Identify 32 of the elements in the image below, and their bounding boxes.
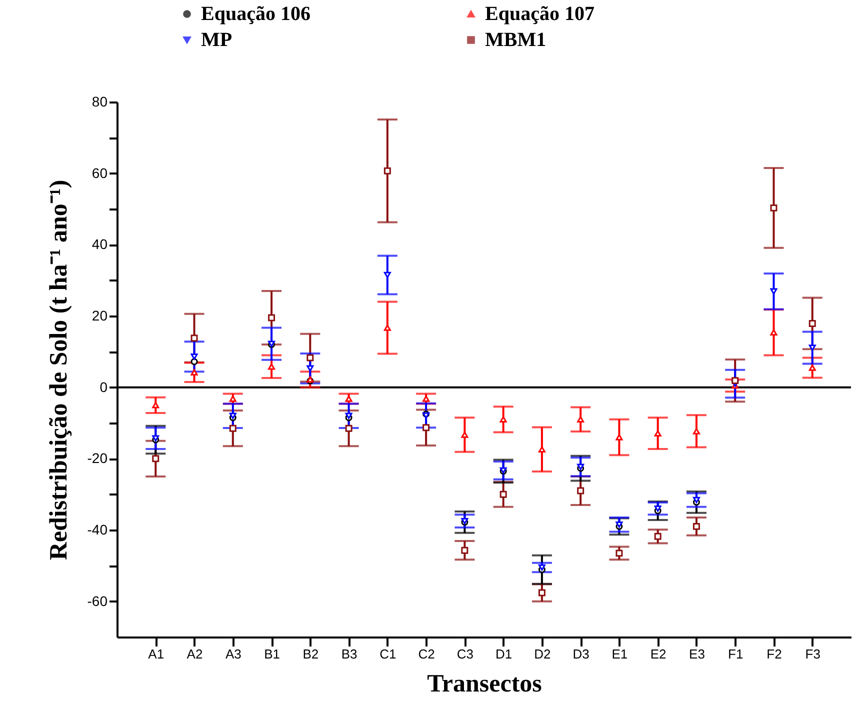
x-tick-label: D1 <box>496 646 512 662</box>
x-tick-label: C3 <box>456 646 474 662</box>
y-tick-label: -40 <box>87 522 108 538</box>
x-tick-label: B1 <box>264 646 280 662</box>
x-tick-label: C2 <box>418 646 435 662</box>
y-axis-title: Redistribuição de Solo (t ha⁻¹ ano⁻¹) <box>45 180 72 560</box>
y-tick-label: 20 <box>92 308 108 324</box>
x-tick-label: E2 <box>650 646 666 662</box>
x-tick-label: D2 <box>534 646 551 662</box>
legend-label: MBM1 <box>485 29 546 51</box>
x-tick-label: F1 <box>728 646 744 662</box>
x-tick-label: C1 <box>380 646 396 662</box>
y-tick-label: 80 <box>92 94 108 110</box>
x-tick-label: B3 <box>341 646 358 662</box>
x-tick-label: F3 <box>805 646 820 662</box>
x-axis-title: Transectos <box>427 670 542 698</box>
x-tick-label: E3 <box>689 646 705 662</box>
x-tick-label: A1 <box>148 646 164 662</box>
y-tick-label: 40 <box>92 236 108 252</box>
y-tick-label: 60 <box>92 164 108 181</box>
legend-label: Equação 106 <box>201 3 310 25</box>
x-tick-label: B2 <box>302 646 319 662</box>
x-tick-label: D3 <box>572 646 590 662</box>
y-tick-label: -20 <box>87 450 108 466</box>
x-tick-label: F2 <box>766 646 782 662</box>
y-tick-label: 0 <box>100 378 108 395</box>
x-tick-label: E1 <box>612 646 628 662</box>
x-tick-label: A2 <box>186 646 203 662</box>
y-tick-label: -60 <box>87 592 108 609</box>
x-tick-label: A3 <box>225 646 242 662</box>
legend-label: Equação 107 <box>485 3 594 25</box>
legend-label: MP <box>201 29 232 51</box>
